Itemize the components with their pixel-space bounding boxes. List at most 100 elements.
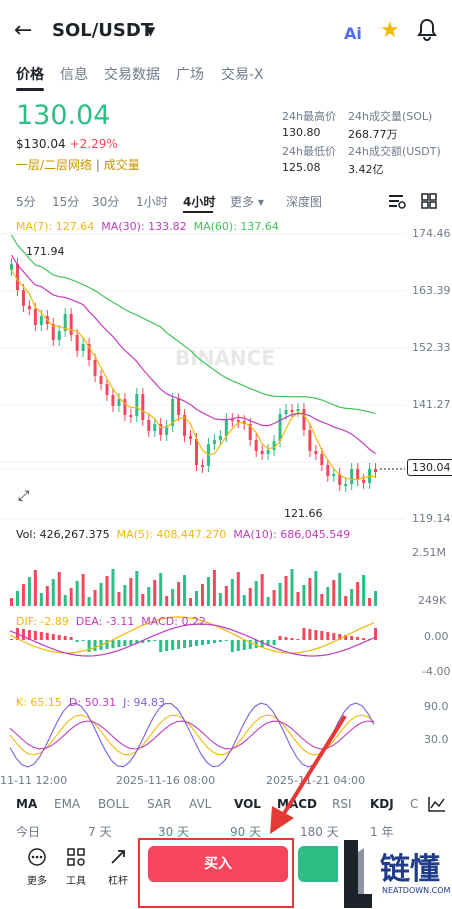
period-today[interactable]: 今日	[16, 825, 41, 839]
tool-leverage[interactable]: 杠杆	[103, 848, 133, 887]
tf-4h[interactable]: 4小时	[183, 195, 216, 209]
stat-vol-sol: 24h成交量(SOL) 268.77万	[348, 110, 433, 141]
volume-bar	[153, 580, 157, 606]
macd-bar	[338, 634, 342, 640]
volume-bar	[326, 587, 330, 606]
arrow-left-icon[interactable]: ←	[14, 18, 33, 43]
period-1y[interactable]: 1 年	[370, 825, 394, 839]
tab-price[interactable]: 价格	[16, 67, 44, 83]
macd-bar	[314, 630, 318, 640]
volume-bar	[63, 595, 67, 606]
candle-body	[260, 451, 264, 454]
tab-trade-x[interactable]: 交易-X	[221, 67, 264, 83]
candle-body	[338, 474, 342, 485]
sell-button[interactable]	[298, 846, 338, 882]
ind-tab-vol[interactable]: VOL	[234, 797, 261, 811]
chart-settings-icon[interactable]	[388, 193, 406, 209]
volume-bar	[117, 592, 121, 606]
macd-axis-label: -4.00	[422, 665, 451, 678]
macd-bar	[183, 640, 187, 648]
candle-body	[308, 430, 312, 451]
candle-body	[93, 360, 97, 376]
macd-bar	[153, 640, 157, 641]
kline-chart[interactable]: BINANCE	[0, 230, 452, 785]
pair-title[interactable]: SOL/USDT	[52, 20, 154, 41]
network-tag[interactable]: 一层/二层网络	[16, 158, 93, 172]
macd-bar	[200, 640, 204, 645]
volume-bar	[278, 583, 282, 606]
candle-body	[135, 394, 139, 416]
macd-bar	[171, 640, 175, 650]
tab-square[interactable]: 广场	[176, 67, 204, 83]
candle-body	[332, 474, 336, 476]
period-90d[interactable]: 90 天	[230, 825, 262, 839]
period-30d[interactable]: 30 天	[158, 825, 190, 839]
tool-more[interactable]: 更多	[22, 848, 52, 887]
ind-tab-kdj[interactable]: KDJ	[370, 797, 394, 811]
volume-bar	[284, 576, 288, 606]
tf-15m[interactable]: 15分	[52, 195, 80, 209]
price-axis-label: 119.14	[412, 512, 451, 525]
ai-icon[interactable]: Ai	[344, 24, 362, 43]
macd-bar	[290, 638, 294, 640]
tf-underline	[183, 211, 213, 213]
star-icon[interactable]: ★	[380, 18, 400, 43]
price-axis-label: 152.33	[412, 341, 451, 354]
candle-body	[212, 440, 216, 444]
macd-bar	[332, 633, 336, 640]
dea-line	[9, 623, 375, 657]
ind-tab-sar[interactable]: SAR	[147, 797, 172, 811]
ind-tab-rsi[interactable]: RSI	[332, 797, 352, 811]
indicator-chart-icon[interactable]	[428, 796, 446, 812]
tf-more[interactable]: 更多 ▾	[230, 195, 264, 209]
kdj-axis-label: 90.0	[424, 700, 449, 713]
tool-tools[interactable]: 工具	[61, 848, 91, 887]
last-price: 130.04	[16, 100, 111, 131]
volume-bar	[45, 586, 49, 606]
macd-bar	[159, 640, 163, 652]
volume-bar	[272, 590, 276, 606]
volume-bar	[356, 582, 360, 606]
date-label: 11-11 12:00	[0, 774, 68, 787]
volume-bar	[236, 572, 240, 606]
annotation-arrow-icon	[270, 714, 347, 834]
period-180d[interactable]: 180 天	[300, 825, 339, 839]
leverage-icon	[111, 850, 125, 864]
ind-tab-avl[interactable]: AVL	[189, 797, 212, 811]
candle-body	[69, 314, 73, 335]
macd-bar	[45, 633, 49, 640]
ind-tab-ema[interactable]: EMA	[54, 797, 81, 811]
dif-line	[9, 616, 375, 654]
bell-icon[interactable]	[416, 18, 438, 42]
buy-button[interactable]: 买入	[148, 846, 288, 882]
price-change: +2.29%	[69, 137, 118, 151]
grid-icon[interactable]	[421, 193, 437, 209]
volume-bar	[362, 575, 366, 606]
stat-low: 24h最低价 125.08	[282, 145, 336, 174]
macd-bar	[362, 638, 366, 640]
caret-down-icon[interactable]: ▼	[146, 24, 156, 38]
binance-watermark: BINANCE	[175, 346, 275, 370]
candle-body	[266, 450, 270, 454]
period-7d[interactable]: 7 天	[88, 825, 112, 839]
tf-1h[interactable]: 1小时	[136, 195, 168, 209]
candle-body	[75, 335, 79, 351]
ind-tab-c[interactable]: C	[410, 797, 419, 811]
candle-body	[171, 399, 175, 426]
tf-depth[interactable]: 深度图	[286, 195, 323, 209]
tf-30m[interactable]: 30分	[92, 195, 120, 209]
tf-5m[interactable]: 5分	[16, 195, 36, 209]
candle-body	[368, 469, 372, 483]
low-mark: 121.66	[284, 507, 323, 520]
volume-bar	[350, 589, 354, 606]
volume-tag[interactable]: 成交量	[103, 158, 140, 172]
candle-body	[326, 465, 330, 476]
tab-info[interactable]: 信息	[60, 67, 88, 83]
volume-bar	[111, 569, 115, 606]
tags[interactable]: 一层/二层网络 | 成交量	[16, 158, 140, 172]
ind-tab-ma[interactable]: MA	[16, 797, 38, 811]
candle-body	[111, 395, 115, 406]
tab-trade-data[interactable]: 交易数据	[104, 67, 160, 83]
expand-icon[interactable]: ⤢	[18, 488, 30, 504]
ind-tab-boll[interactable]: BOLL	[98, 797, 129, 811]
